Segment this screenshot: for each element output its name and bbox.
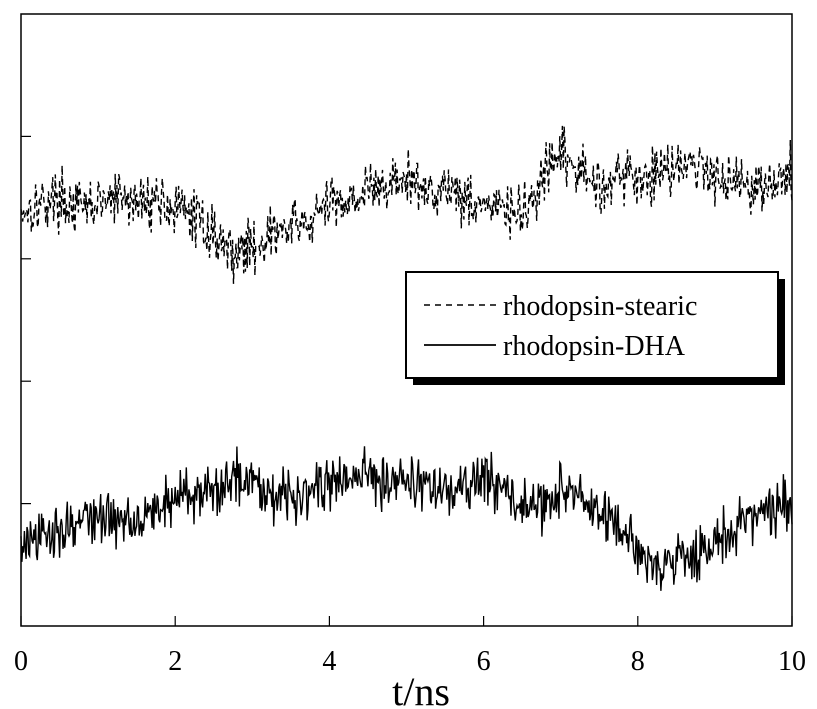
series-line-dha bbox=[20, 446, 793, 591]
legend-label-dha: rhodopsin-DHA bbox=[503, 331, 686, 362]
series-line-stearic bbox=[20, 125, 793, 284]
x-tick-label-2: 2 bbox=[168, 646, 182, 677]
legend-box bbox=[405, 271, 779, 379]
x-axis-label: t/ns bbox=[392, 669, 450, 709]
ticks-layer: 0 2 4 6 8 10 bbox=[14, 135, 806, 677]
legend-label-stearic: rhodopsin-stearic bbox=[503, 291, 697, 322]
x-tick-label-6: 6 bbox=[477, 646, 491, 677]
x-tick-label-0: 0 bbox=[14, 646, 28, 677]
x-tick-label-4: 4 bbox=[322, 646, 336, 677]
plot-frame bbox=[20, 13, 793, 627]
x-tick-label-10: 10 bbox=[778, 646, 806, 677]
series-layer bbox=[20, 125, 793, 591]
legend: rhodopsin-stearic rhodopsin-DHA bbox=[405, 271, 785, 385]
x-tick-label-8: 8 bbox=[631, 646, 645, 677]
